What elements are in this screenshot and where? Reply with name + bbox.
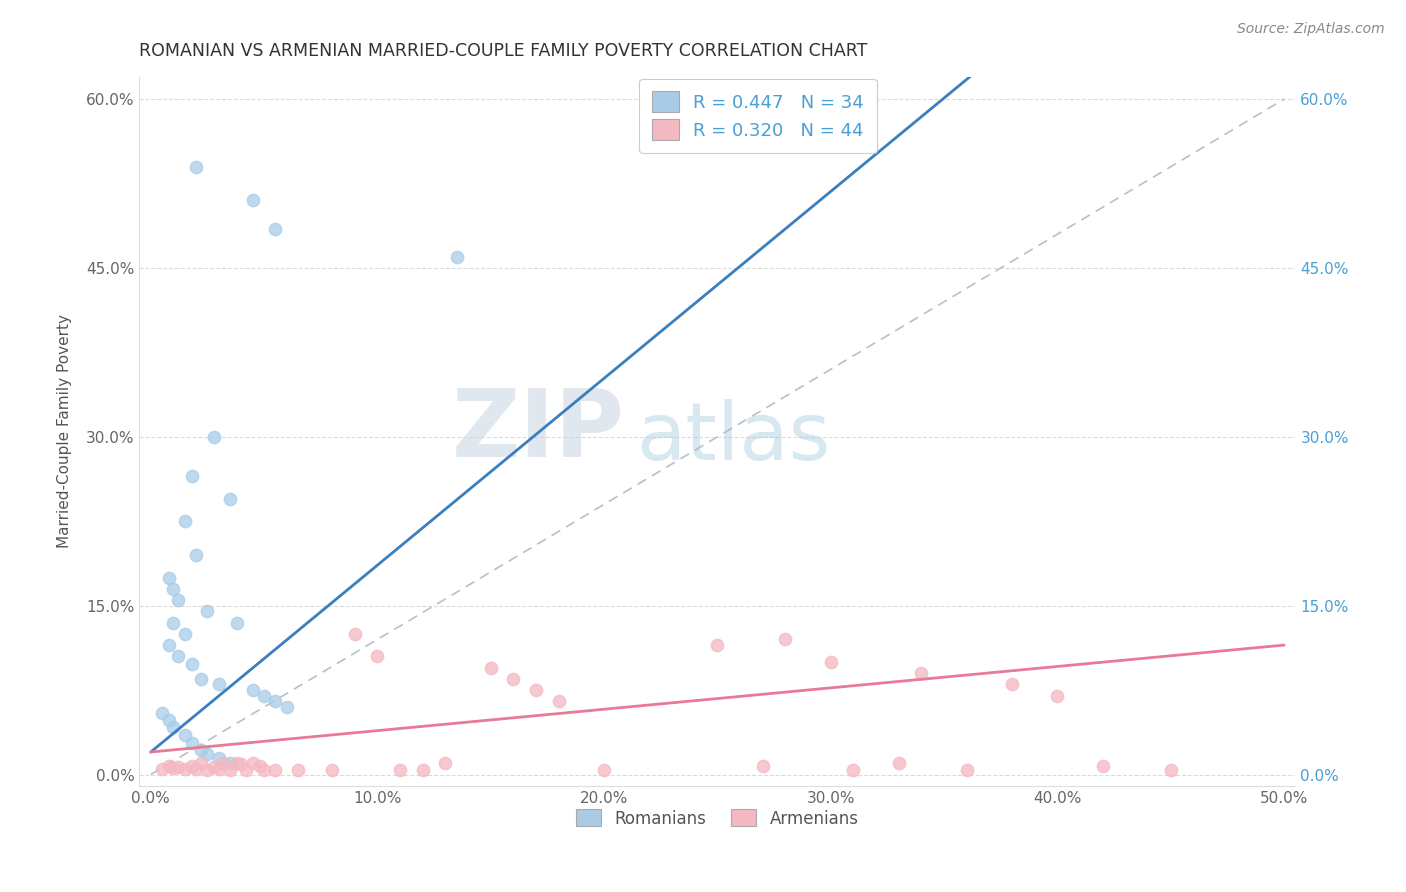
Point bbox=[184, 548, 207, 562]
Point bbox=[162, 761, 184, 775]
Point bbox=[956, 763, 979, 777]
Point bbox=[157, 758, 180, 772]
Point bbox=[276, 700, 298, 714]
Point bbox=[225, 756, 247, 771]
Point bbox=[180, 657, 202, 672]
Point bbox=[190, 672, 212, 686]
Point bbox=[593, 763, 616, 777]
Point bbox=[162, 582, 184, 596]
Point bbox=[157, 638, 180, 652]
Point bbox=[1046, 689, 1069, 703]
Point bbox=[253, 689, 276, 703]
Point bbox=[242, 194, 264, 208]
Point bbox=[197, 747, 219, 762]
Point bbox=[212, 756, 235, 771]
Point bbox=[389, 763, 412, 777]
Point bbox=[249, 758, 271, 772]
Point bbox=[219, 763, 242, 777]
Point bbox=[910, 666, 932, 681]
Point bbox=[157, 714, 180, 728]
Point bbox=[190, 756, 212, 771]
Text: atlas: atlas bbox=[637, 400, 831, 477]
Point bbox=[887, 756, 910, 771]
Point bbox=[820, 655, 842, 669]
Point bbox=[366, 649, 388, 664]
Point bbox=[173, 514, 195, 528]
Point bbox=[180, 736, 202, 750]
Point bbox=[502, 672, 524, 686]
Point bbox=[287, 763, 309, 777]
Point bbox=[446, 250, 468, 264]
Legend: Romanians, Armenians: Romanians, Armenians bbox=[569, 803, 865, 834]
Point bbox=[190, 743, 212, 757]
Point bbox=[225, 615, 247, 630]
Point bbox=[208, 750, 231, 764]
Point bbox=[157, 570, 180, 584]
Point bbox=[197, 763, 219, 777]
Point bbox=[184, 160, 207, 174]
Point bbox=[434, 756, 457, 771]
Point bbox=[264, 694, 287, 708]
Point bbox=[242, 683, 264, 698]
Point bbox=[253, 763, 276, 777]
Point bbox=[150, 706, 173, 720]
Point bbox=[180, 469, 202, 483]
Point bbox=[180, 758, 202, 772]
Point bbox=[219, 491, 242, 506]
Point bbox=[231, 757, 253, 772]
Point bbox=[219, 756, 242, 771]
Point bbox=[208, 677, 231, 691]
Point bbox=[202, 430, 225, 444]
Point bbox=[264, 763, 287, 777]
Point bbox=[524, 683, 547, 698]
Point bbox=[1001, 677, 1024, 691]
Text: Source: ZipAtlas.com: Source: ZipAtlas.com bbox=[1237, 22, 1385, 37]
Point bbox=[1091, 758, 1114, 772]
Point bbox=[706, 638, 728, 652]
Point bbox=[321, 763, 343, 777]
Point bbox=[197, 604, 219, 618]
Point bbox=[167, 649, 190, 664]
Point bbox=[412, 763, 434, 777]
Point bbox=[775, 632, 797, 647]
Point bbox=[479, 660, 502, 674]
Y-axis label: Married-Couple Family Poverty: Married-Couple Family Poverty bbox=[58, 314, 72, 549]
Point bbox=[235, 763, 257, 777]
Point bbox=[547, 694, 569, 708]
Point bbox=[167, 593, 190, 607]
Point bbox=[343, 627, 366, 641]
Point bbox=[1160, 763, 1182, 777]
Point bbox=[202, 759, 225, 773]
Text: ZIP: ZIP bbox=[453, 385, 624, 477]
Point bbox=[173, 728, 195, 742]
Point bbox=[162, 615, 184, 630]
Point bbox=[842, 763, 865, 777]
Point bbox=[150, 762, 173, 776]
Point bbox=[167, 759, 190, 773]
Point bbox=[173, 762, 195, 776]
Point bbox=[173, 627, 195, 641]
Point bbox=[184, 762, 207, 776]
Text: ROMANIAN VS ARMENIAN MARRIED-COUPLE FAMILY POVERTY CORRELATION CHART: ROMANIAN VS ARMENIAN MARRIED-COUPLE FAMI… bbox=[139, 42, 868, 60]
Point bbox=[264, 221, 287, 235]
Point bbox=[162, 720, 184, 734]
Point bbox=[752, 758, 775, 772]
Point bbox=[242, 756, 264, 771]
Point bbox=[208, 762, 231, 776]
